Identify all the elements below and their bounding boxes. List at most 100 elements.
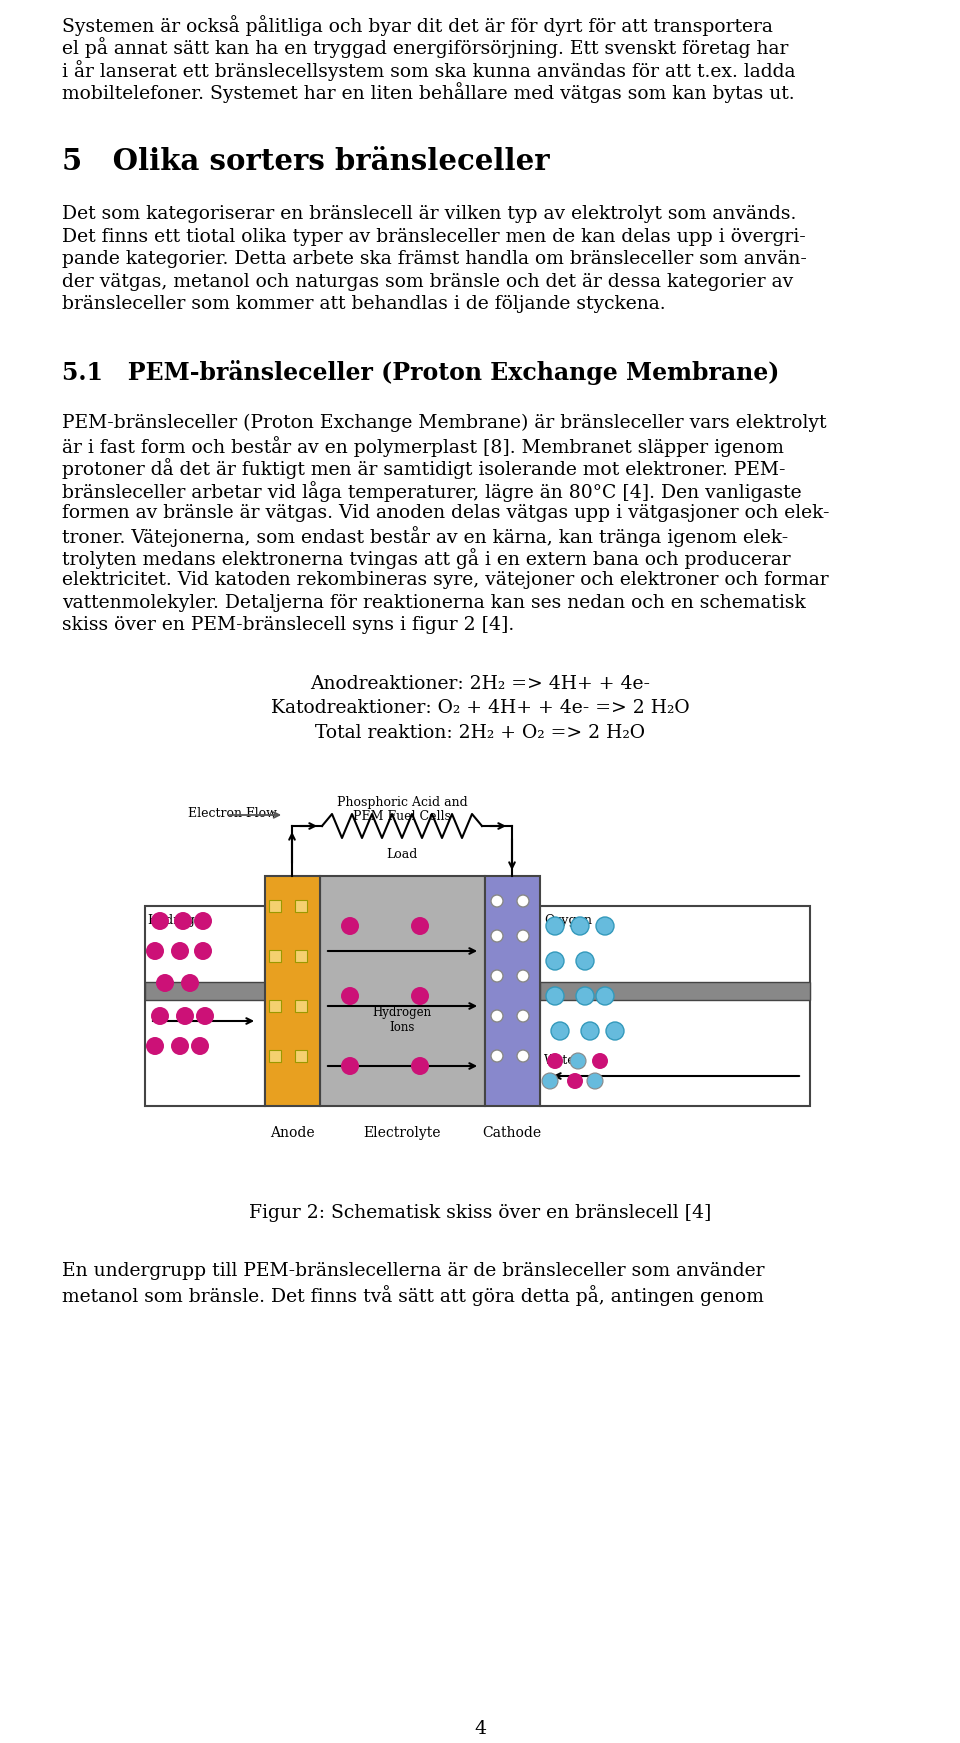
Circle shape: [171, 1037, 189, 1055]
Text: vattenmolekyler. Detaljerna för reaktionerna kan ses nedan och en schematisk: vattenmolekyler. Detaljerna för reaktion…: [62, 594, 805, 612]
Circle shape: [176, 1007, 194, 1025]
Bar: [295, 899, 307, 912]
Bar: [295, 1049, 307, 1061]
Circle shape: [587, 1074, 603, 1089]
Text: mobiltelefoner. Systemet har en liten behållare med vätgas som kan bytas ut.: mobiltelefoner. Systemet har en liten be…: [62, 82, 795, 103]
Circle shape: [517, 971, 529, 981]
Circle shape: [592, 1053, 608, 1068]
Circle shape: [171, 941, 189, 960]
Text: bränsleceller som kommer att behandlas i de följande styckena.: bränsleceller som kommer att behandlas i…: [62, 295, 665, 314]
Circle shape: [411, 917, 429, 934]
Bar: [295, 950, 307, 962]
Text: Anode: Anode: [270, 1126, 314, 1140]
Circle shape: [411, 987, 429, 1006]
Bar: [145, 981, 265, 1000]
Circle shape: [174, 912, 192, 931]
Text: der vätgas, metanol och naturgas som bränsle och det är dessa kategorier av: der vätgas, metanol och naturgas som brä…: [62, 272, 793, 291]
Text: Katodreaktioner: O₂ + 4H+ + 4e- => 2 H₂O: Katodreaktioner: O₂ + 4H+ + 4e- => 2 H₂O: [271, 699, 689, 716]
Circle shape: [547, 1053, 563, 1068]
Text: Hydrogen: Hydrogen: [372, 1006, 432, 1020]
Text: Anodreaktioner: 2H₂ => 4H+ + 4e-: Anodreaktioner: 2H₂ => 4H+ + 4e-: [310, 675, 650, 692]
Circle shape: [491, 931, 503, 941]
Text: formen av bränsle är vätgas. Vid anoden delas vätgas upp i vätgasjoner och elek-: formen av bränsle är vätgas. Vid anoden …: [62, 504, 829, 521]
Text: protoner då det är fuktigt men är samtidigt isolerande mot elektroner. PEM-: protoner då det är fuktigt men är samtid…: [62, 458, 785, 479]
Circle shape: [517, 894, 529, 906]
Text: PEM-bränsleceller (Proton Exchange Membrane) är bränsleceller vars elektrolyt: PEM-bränsleceller (Proton Exchange Membr…: [62, 413, 827, 432]
Circle shape: [596, 987, 614, 1006]
Circle shape: [341, 917, 359, 934]
Circle shape: [581, 1021, 599, 1041]
Text: Cathode: Cathode: [483, 1126, 541, 1140]
Text: Oxygen: Oxygen: [544, 913, 592, 927]
Bar: [540, 906, 810, 1107]
Text: Water: Water: [544, 1055, 582, 1067]
Circle shape: [151, 912, 169, 931]
Circle shape: [194, 941, 212, 960]
Text: 5   Olika sorters bränsleceller: 5 Olika sorters bränsleceller: [62, 146, 550, 176]
Text: skiss över en PEM-bränslecell syns i figur 2 [4].: skiss över en PEM-bränslecell syns i fig…: [62, 615, 515, 634]
Circle shape: [146, 941, 164, 960]
Text: trolyten medans elektronerna tvingas att gå i en extern bana och producerar: trolyten medans elektronerna tvingas att…: [62, 549, 791, 570]
Bar: [269, 899, 281, 912]
Text: Phosphoric Acid and: Phosphoric Acid and: [337, 797, 468, 809]
Circle shape: [542, 1074, 558, 1089]
Circle shape: [491, 1009, 503, 1021]
Bar: [540, 981, 810, 1000]
Text: el på annat sätt kan ha en tryggad energiförsörjning. Ett svenskt företag har: el på annat sätt kan ha en tryggad energ…: [62, 38, 788, 59]
Text: Ions: Ions: [390, 1021, 415, 1034]
Bar: [269, 1049, 281, 1061]
Circle shape: [156, 974, 174, 992]
Bar: [320, 877, 485, 1107]
Circle shape: [546, 917, 564, 934]
Bar: [265, 877, 320, 1107]
Bar: [485, 877, 540, 1107]
Circle shape: [411, 1056, 429, 1075]
Circle shape: [596, 917, 614, 934]
Circle shape: [567, 1074, 583, 1089]
Text: bränsleceller arbetar vid låga temperaturer, lägre än 80°C [4]. Den vanligaste: bränsleceller arbetar vid låga temperatu…: [62, 481, 802, 502]
Text: elektricitet. Vid katoden rekombineras syre, vätejoner och elektroner och formar: elektricitet. Vid katoden rekombineras s…: [62, 572, 828, 589]
Circle shape: [146, 1037, 164, 1055]
Text: är i fast form och består av en polymerplast [8]. Membranet släpper igenom: är i fast form och består av en polymerp…: [62, 436, 784, 457]
Text: Electrolyte: Electrolyte: [363, 1126, 441, 1140]
Circle shape: [551, 1021, 569, 1041]
Text: Total reaktion: 2H₂ + O₂ => 2 H₂O: Total reaktion: 2H₂ + O₂ => 2 H₂O: [315, 723, 645, 741]
Circle shape: [181, 974, 199, 992]
Circle shape: [517, 1049, 529, 1061]
Circle shape: [191, 1037, 209, 1055]
Circle shape: [576, 987, 594, 1006]
Text: Systemen är också pålitliga och byar dit det är för dyrt för att transportera: Systemen är också pålitliga och byar dit…: [62, 16, 773, 37]
Circle shape: [571, 917, 589, 934]
Text: En undergrupp till PEM-bränslecellerna är de bränsleceller som använder: En undergrupp till PEM-bränslecellerna ä…: [62, 1262, 764, 1281]
Text: Load: Load: [386, 849, 418, 861]
Circle shape: [341, 1056, 359, 1075]
Text: pande kategorier. Detta arbete ska främst handla om bränsleceller som använ-: pande kategorier. Detta arbete ska främs…: [62, 249, 806, 268]
Bar: [269, 1000, 281, 1013]
Circle shape: [491, 1049, 503, 1061]
Text: Electron Flow: Electron Flow: [188, 807, 277, 819]
Text: troner. Vätejonerna, som endast består av en kärna, kan tränga igenom elek-: troner. Vätejonerna, som endast består a…: [62, 526, 788, 547]
Text: Figur 2: Schematisk skiss över en bränslecell [4]: Figur 2: Schematisk skiss över en bränsl…: [249, 1204, 711, 1222]
Text: Det finns ett tiotal olika typer av bränsleceller men de kan delas upp i övergri: Det finns ett tiotal olika typer av brän…: [62, 228, 805, 246]
Circle shape: [151, 1007, 169, 1025]
Circle shape: [570, 1053, 586, 1068]
Bar: [295, 1000, 307, 1013]
Text: metanol som bränsle. Det finns två sätt att göra detta på, antingen genom: metanol som bränsle. Det finns två sätt …: [62, 1285, 764, 1306]
Text: 4: 4: [474, 1720, 486, 1738]
Text: 5.1   PEM-bränsleceller (Proton Exchange Membrane): 5.1 PEM-bränsleceller (Proton Exchange M…: [62, 359, 780, 385]
Text: i år lanserat ett bränslecellsystem som ska kunna användas för att t.ex. ladda: i år lanserat ett bränslecellsystem som …: [62, 59, 796, 80]
Circle shape: [576, 952, 594, 971]
Bar: [269, 950, 281, 962]
Text: Det som kategoriserar en bränslecell är vilken typ av elektrolyt som används.: Det som kategoriserar en bränslecell är …: [62, 206, 797, 223]
Bar: [145, 906, 265, 1107]
Circle shape: [491, 894, 503, 906]
Circle shape: [194, 912, 212, 931]
Circle shape: [491, 971, 503, 981]
Circle shape: [341, 987, 359, 1006]
Circle shape: [517, 1009, 529, 1021]
Circle shape: [517, 931, 529, 941]
Circle shape: [606, 1021, 624, 1041]
Text: PEM Fuel Cells: PEM Fuel Cells: [353, 810, 451, 823]
Circle shape: [196, 1007, 214, 1025]
Circle shape: [546, 987, 564, 1006]
